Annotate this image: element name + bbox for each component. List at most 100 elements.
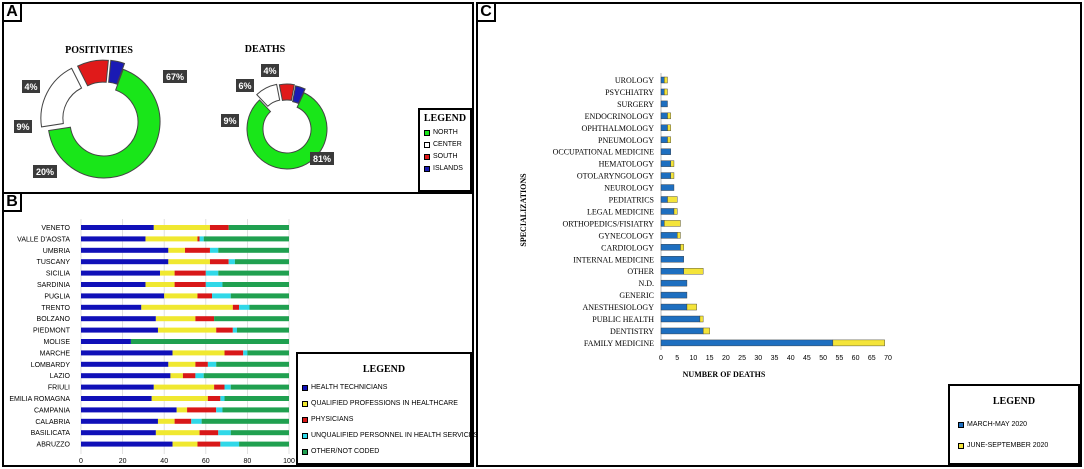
bar-segment xyxy=(660,232,678,239)
bar-segment xyxy=(660,76,665,84)
bar-segment xyxy=(153,384,215,390)
y-tick-label: NEUROLOGY xyxy=(604,184,654,193)
legend-a-item: SOUTH xyxy=(424,153,470,160)
x-tick-label: 15 xyxy=(706,355,714,362)
y-tick-label: N.D. xyxy=(638,279,654,288)
donut-slice-islands xyxy=(292,85,306,105)
x-tick-label: 50 xyxy=(819,355,827,362)
bar-segment xyxy=(680,244,684,251)
legend-label: OTHER/NOT CODED xyxy=(311,448,380,455)
bar-segment xyxy=(172,441,198,447)
donut-slice-center xyxy=(40,67,83,128)
x-tick-label: 20 xyxy=(119,458,127,465)
bar-segment xyxy=(153,225,210,230)
bar-segment xyxy=(660,172,671,179)
bar-segment xyxy=(81,316,156,322)
legend-label: NORTH xyxy=(433,129,458,136)
bar-segment xyxy=(214,384,225,390)
bar-segment xyxy=(168,361,196,367)
y-tick-label: OTOLARYNGOLOGY xyxy=(577,172,654,181)
y-tick-label: MOLISE xyxy=(44,339,71,346)
bar-segment xyxy=(232,327,237,333)
y-axis-title: SPECIALIZATIONS xyxy=(519,173,528,247)
bar-segment xyxy=(660,279,688,287)
bar-segment xyxy=(81,327,158,333)
y-tick-label: FAMILY MEDICINE xyxy=(584,339,654,348)
bar-segment xyxy=(160,270,175,276)
y-tick-label: FRIULI xyxy=(48,385,70,392)
y-tick-label: UROLOGY xyxy=(615,76,654,85)
y-tick-label: LEGAL MEDICINE xyxy=(587,207,654,216)
bar-segment xyxy=(683,268,704,275)
bar-segment xyxy=(243,350,248,356)
bar-segment xyxy=(174,418,192,424)
bar-segment xyxy=(81,361,169,367)
y-tick-label: PNEUMOLOGY xyxy=(598,136,654,145)
x-tick-label: 70 xyxy=(884,355,892,362)
y-tick-label: PUGLIA xyxy=(44,293,70,300)
donut-slice-center xyxy=(256,83,281,107)
bar-segment xyxy=(81,407,177,413)
bar-segment xyxy=(81,293,165,299)
y-tick-label: ABRUZZO xyxy=(37,442,71,449)
y-tick-label: PIEDMONT xyxy=(33,328,71,335)
bar-segment xyxy=(212,293,231,299)
legend-b-items: HEALTH TECHNICIANS QUALIFIED PROFESSIONS … xyxy=(298,384,478,455)
bar-segment xyxy=(209,225,229,230)
bar-segment xyxy=(185,247,210,253)
bar-segment xyxy=(214,316,289,322)
y-tick-label: ORTHOPEDICS/FISIATRY xyxy=(562,219,654,228)
y-tick-label: VALLE D'AOSTA xyxy=(17,236,70,243)
y-tick-label: GYNECOLOGY xyxy=(598,231,654,240)
bar-segment xyxy=(660,88,665,96)
legend-label: PHYSICIANS xyxy=(311,416,354,423)
bar-segment xyxy=(199,430,219,436)
x-tick-label: 100 xyxy=(283,458,295,465)
y-tick-label: SARDINIA xyxy=(37,282,70,289)
legend-swatch xyxy=(302,448,308,455)
legend-swatch xyxy=(302,416,308,423)
data-label: 20% xyxy=(36,167,54,177)
donut-slice-south xyxy=(278,83,295,102)
bar-segment xyxy=(187,407,217,413)
bar-segment xyxy=(81,418,158,424)
legend-c-items: MARCH-MAY 2020 JUNE-SEPTEMBER 2020 xyxy=(950,421,1078,449)
legend-c-title: LEGEND xyxy=(992,396,1036,407)
bar-segment xyxy=(201,418,289,424)
bar-segment xyxy=(205,270,219,276)
panel-a: A POSITIVITIES 67% 20% 9% 4% DEATHS 81% 9% 6% 4% … xyxy=(2,2,474,194)
bar-segment xyxy=(220,396,225,401)
bar-segment xyxy=(660,184,675,191)
bar-segment xyxy=(218,430,231,436)
legend-b-item: QUALIFIED PROFESSIONS IN HEALTHCARE xyxy=(302,400,470,407)
data-label-box xyxy=(261,64,279,77)
bar-segment xyxy=(207,361,217,367)
bar-segment xyxy=(172,350,225,356)
bar-segment xyxy=(660,303,688,311)
bar-segment xyxy=(222,407,289,413)
stacked-bar-chart-regions: 0 20 40 60 80 100 VENETO VALLE D'AOSTA UMBRIA TUS… xyxy=(9,219,295,465)
y-tick-label: SURGERY xyxy=(617,100,654,109)
bar-segment xyxy=(81,304,142,310)
y-tick-label: ENDOCRINOLOGY xyxy=(585,112,655,121)
bar-segment xyxy=(216,361,289,367)
bar-segment xyxy=(239,304,250,310)
bar-segment xyxy=(230,384,289,390)
legend-swatch xyxy=(302,400,308,407)
x-tick-label: 80 xyxy=(244,458,252,465)
legend-swatch xyxy=(424,141,430,148)
bar-segment xyxy=(230,430,289,436)
bar-segment xyxy=(660,291,688,299)
legend-label: CENTER xyxy=(433,141,462,148)
data-label: 4% xyxy=(263,66,276,76)
y-tick-label: OTHER xyxy=(627,267,654,276)
donut-slice-south xyxy=(76,59,109,87)
bar-segment xyxy=(81,396,152,401)
y-tick-label: GENERIC xyxy=(619,291,654,300)
bar-segment xyxy=(145,236,198,242)
bar-segment xyxy=(164,293,198,299)
stacked-bar-chart-specializations: 0 5 10 15 20 25 30 35 40 45 50 55 60 65 70 UROLOGY PSYCH… xyxy=(519,73,892,379)
data-label-box xyxy=(14,120,32,133)
bar-segment xyxy=(155,430,200,436)
x-tick-label: 30 xyxy=(754,355,762,362)
